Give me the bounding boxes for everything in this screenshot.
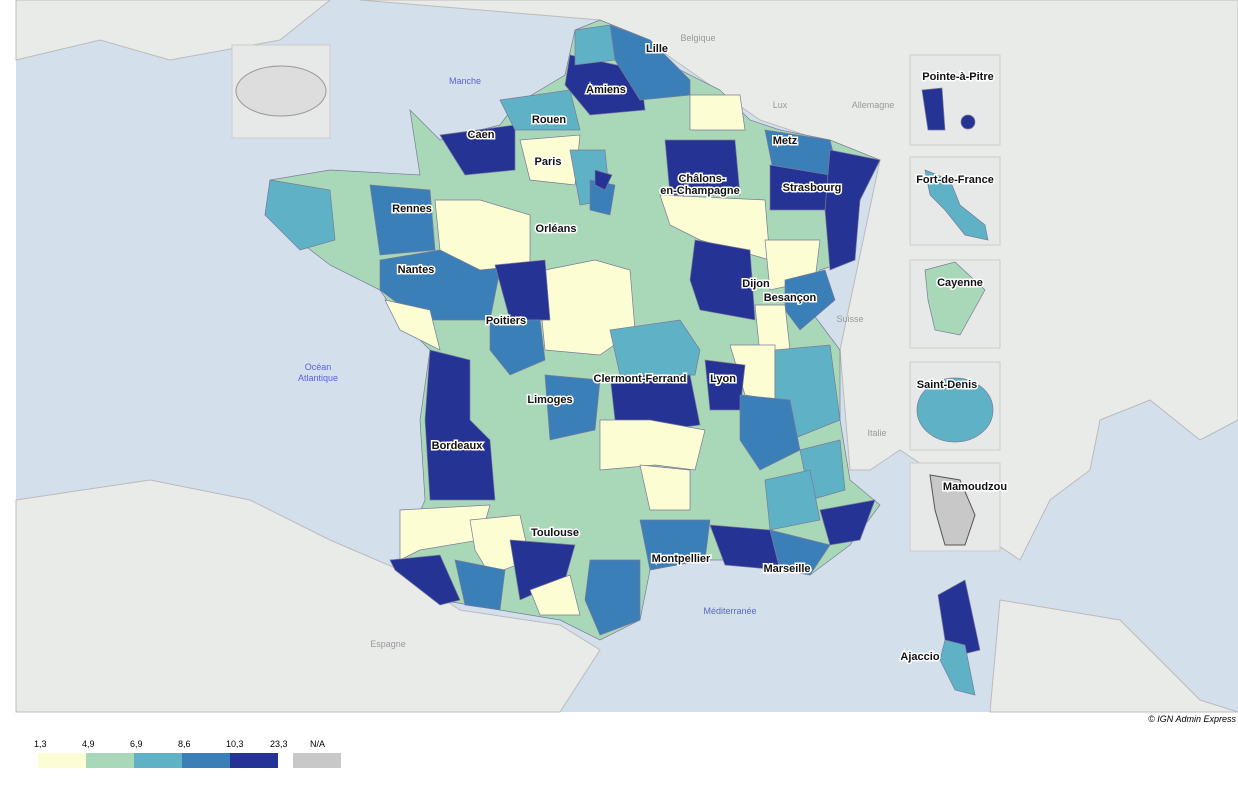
city-label: Strasbourg xyxy=(783,182,842,194)
city-label: en-Champagne xyxy=(660,185,739,197)
credit: © IGN Admin Express xyxy=(1148,714,1236,724)
city-label: Poitiers xyxy=(486,315,526,327)
city-label: Marseille xyxy=(763,563,810,575)
city-label: Rouen xyxy=(532,114,567,126)
overseas-label: Fort-de-France xyxy=(916,174,994,186)
legend-swatch xyxy=(182,753,230,768)
city-label: Paris xyxy=(535,156,562,168)
country-label: Belgique xyxy=(680,33,715,43)
legend: 1,3 4,9 6,9 8,6 10,3 23,3 N/A xyxy=(34,739,341,768)
labels: Manche Océan Atlantique Méditerranée Bel… xyxy=(298,33,894,649)
overseas-label: Cayenne xyxy=(937,277,983,289)
city-label: Lille xyxy=(646,43,668,55)
sea-label: Manche xyxy=(449,76,481,86)
legend-swatch xyxy=(293,753,341,768)
country-label: Allemagne xyxy=(852,100,895,110)
legend-label: 6,9 xyxy=(130,739,143,749)
city-label: Orléans xyxy=(536,223,577,235)
city-label: Lyon xyxy=(710,373,736,385)
city-label: Châlons- xyxy=(678,173,725,185)
sea-label: Océan xyxy=(305,362,332,372)
country-label: Italie xyxy=(867,428,886,438)
city-label: Limoges xyxy=(527,394,572,406)
legend-label: N/A xyxy=(310,739,325,749)
legend-label: 4,9 xyxy=(82,739,95,749)
city-label: Bordeaux xyxy=(432,440,484,452)
legend-label: 8,6 xyxy=(178,739,191,749)
city-label: Toulouse xyxy=(531,527,579,539)
land xyxy=(15,0,1238,713)
legend-swatch xyxy=(134,753,182,768)
country-label: Suisse xyxy=(836,314,863,324)
legend-label: 1,3 xyxy=(34,739,47,749)
sea-label: Méditerranée xyxy=(703,606,756,616)
city-label: Ajaccio xyxy=(900,651,939,663)
legend-swatch xyxy=(230,753,278,768)
insets xyxy=(231,44,1001,552)
legend-label: 23,3 xyxy=(270,739,288,749)
legend-swatch xyxy=(86,753,134,768)
city-label: Amiens xyxy=(586,84,626,96)
city-labels: Lille Amiens Rouen Caen Paris Metz Strasbourg C… xyxy=(391,42,1009,665)
city-label: Dijon xyxy=(742,278,770,290)
legend-swatch xyxy=(38,753,86,768)
city-label: Metz xyxy=(773,135,798,147)
sea-label: Atlantique xyxy=(298,373,338,383)
overseas-label: Saint-Denis xyxy=(917,379,978,391)
country-label: Lux xyxy=(773,100,788,110)
city-label: Nantes xyxy=(398,264,435,276)
overseas-label: Mamoudzou xyxy=(943,481,1007,493)
city-label: Besançon xyxy=(764,292,817,304)
city-label: Clermont-Ferrand xyxy=(594,373,687,385)
legend-label: 10,3 xyxy=(226,739,244,749)
city-label: Montpellier xyxy=(652,553,711,565)
city-label: Rennes xyxy=(392,203,432,215)
country-label: Espagne xyxy=(370,639,406,649)
overseas-label: Pointe-à-Pitre xyxy=(922,71,994,83)
city-label: Caen xyxy=(468,129,495,141)
departments xyxy=(264,24,981,696)
